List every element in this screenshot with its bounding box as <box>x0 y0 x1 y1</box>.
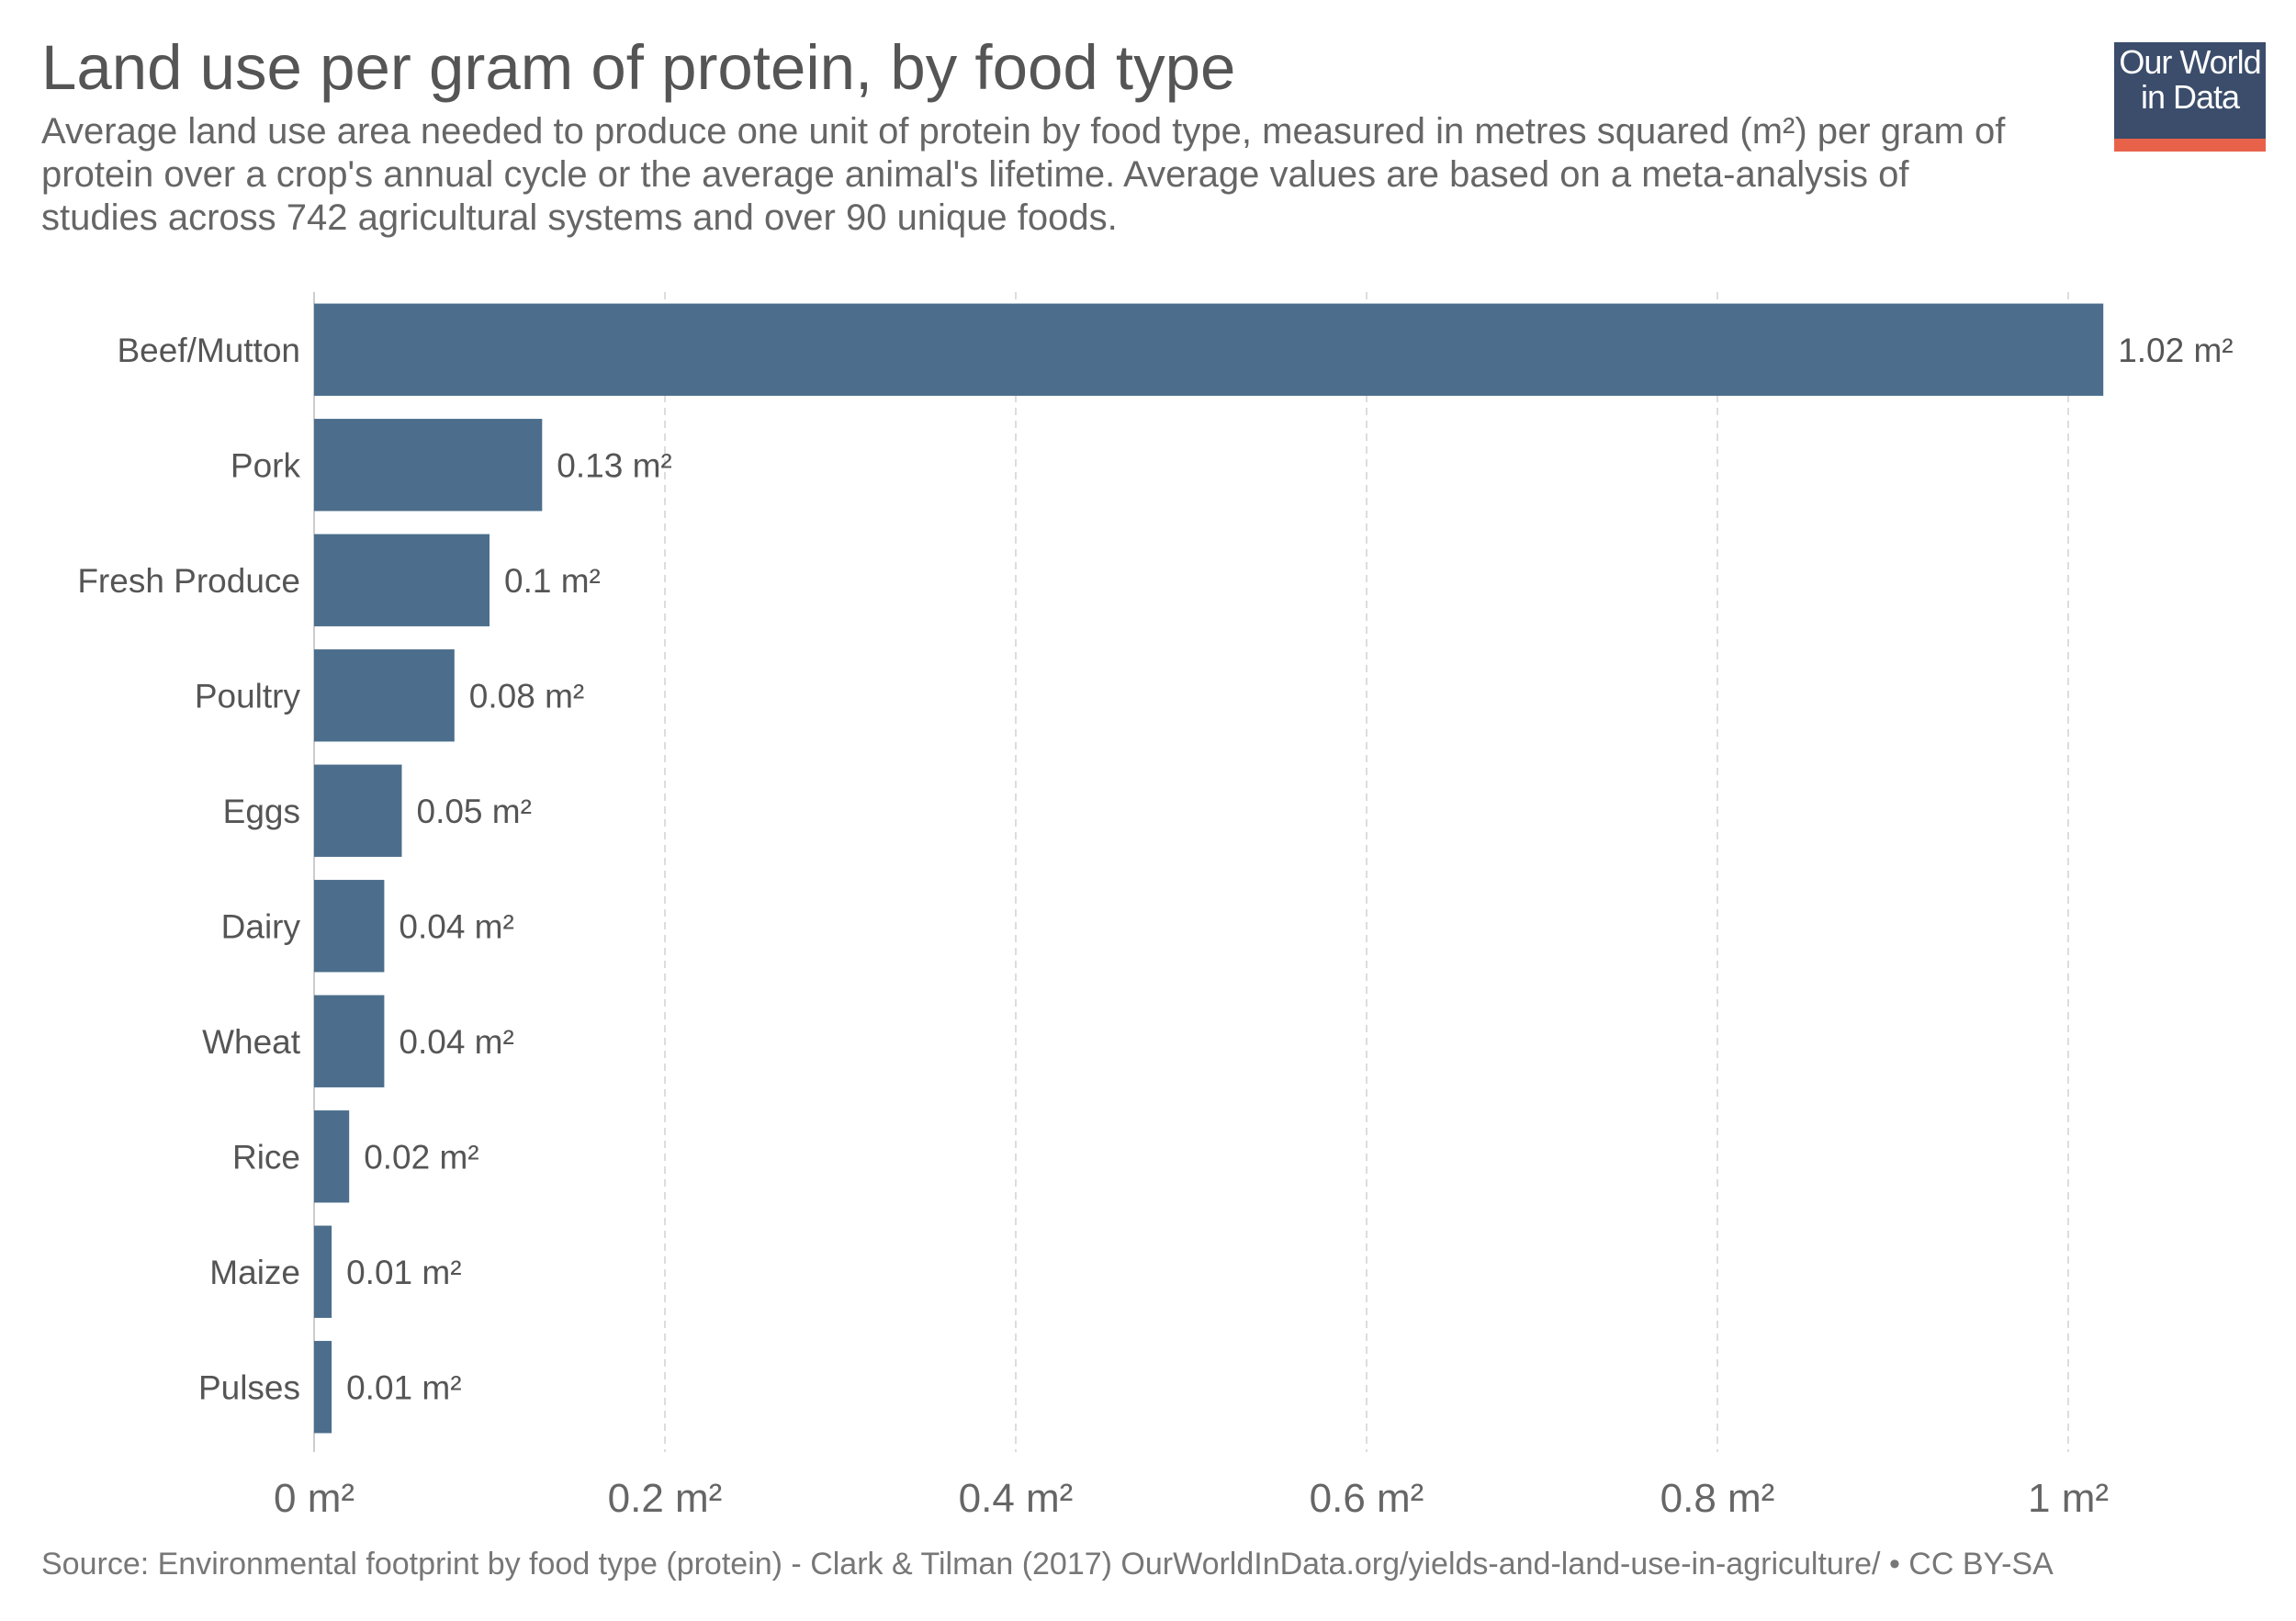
bar[interactable] <box>314 419 543 512</box>
owid-logo[interactable]: Our World in Data <box>2114 42 2266 152</box>
category-label: Eggs <box>223 793 300 830</box>
bar[interactable] <box>314 995 385 1087</box>
value-label: 0.04 m² <box>399 907 513 945</box>
category-label: Poultry <box>195 677 301 715</box>
bar[interactable] <box>314 1341 332 1434</box>
category-label: Beef/Mutton <box>117 332 300 369</box>
category-label: Wheat <box>202 1023 301 1061</box>
value-label: 0.01 m² <box>346 1254 461 1291</box>
x-tick-label: 0.4 m² <box>959 1476 1074 1521</box>
logo-line-1: Our World <box>2119 43 2261 81</box>
grid-lines <box>313 292 2069 1452</box>
value-label: 0.1 m² <box>504 562 601 600</box>
value-label: 0.13 m² <box>557 446 671 484</box>
bar[interactable] <box>314 880 385 973</box>
x-tick-label: 0.8 m² <box>1660 1476 1775 1521</box>
x-tick-label: 0.2 m² <box>608 1476 723 1521</box>
chart-subtitle: Average land use area needed to produce … <box>41 111 2006 238</box>
x-tick-label: 1 m² <box>2028 1476 2109 1521</box>
category-label: Dairy <box>221 907 301 945</box>
bar[interactable] <box>314 534 490 626</box>
x-tick-label: 0.6 m² <box>1310 1476 1424 1521</box>
logo-line-2: in Data <box>2140 78 2240 116</box>
category-label: Maize <box>209 1254 300 1291</box>
category-label: Pulses <box>198 1368 300 1406</box>
x-tick-label: 0 m² <box>274 1476 355 1521</box>
bars: Beef/Mutton 1.02 m² Pork 0.13 m² Fresh Produ… <box>77 303 2234 1434</box>
value-label: 1.02 m² <box>2118 332 2233 369</box>
bar[interactable] <box>314 1110 350 1203</box>
bar[interactable] <box>314 1225 332 1318</box>
value-label: 0.01 m² <box>346 1368 461 1406</box>
value-label: 0.08 m² <box>469 677 584 715</box>
value-label: 0.05 m² <box>417 793 532 830</box>
bar[interactable] <box>314 303 2104 396</box>
value-label: 0.02 m² <box>364 1138 478 1176</box>
category-label: Fresh Produce <box>77 562 300 600</box>
bar[interactable] <box>314 764 402 857</box>
source-note: Source: Environmental footprint by food … <box>41 1547 2054 1582</box>
category-label: Pork <box>231 446 301 484</box>
x-axis-ticks: 0 m² 0.2 m² 0.4 m² 0.6 m² 0.8 m² 1 m² <box>274 1476 2109 1521</box>
category-label: Rice <box>232 1138 300 1176</box>
value-label: 0.04 m² <box>399 1023 513 1061</box>
bar[interactable] <box>314 649 455 742</box>
chart-title: Land use per gram of protein, by food ty… <box>41 32 1236 103</box>
